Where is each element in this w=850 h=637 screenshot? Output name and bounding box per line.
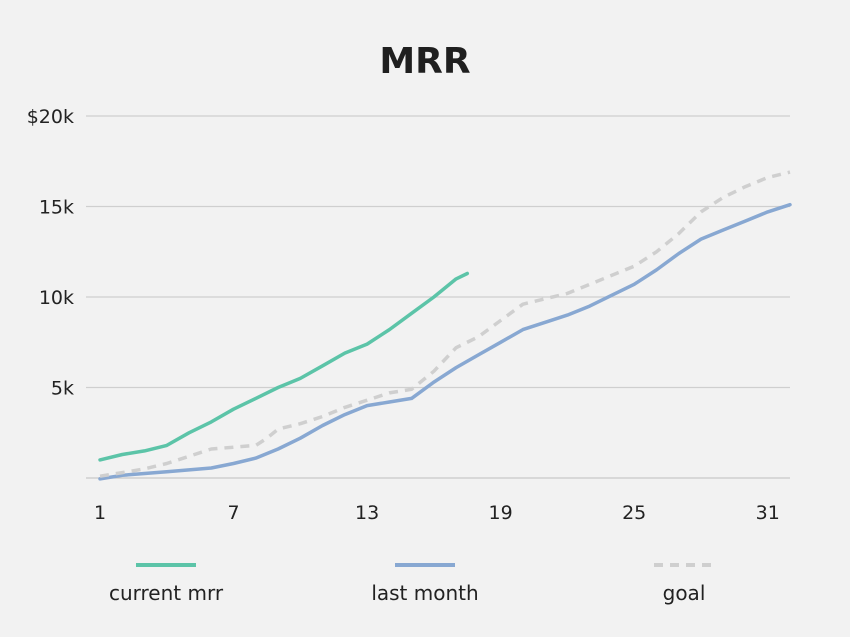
y-tick-label: 10k (39, 287, 74, 309)
y-axis-ticks: 5k 10k 15k $20k (27, 106, 74, 400)
x-tick-label: 31 (756, 502, 780, 524)
x-axis-ticks: 1 7 13 19 25 31 (94, 502, 780, 524)
series-line-goal (99, 170, 791, 478)
series-line-current-mrr (98, 271, 470, 462)
x-tick-label: 25 (622, 502, 646, 524)
x-tick-label: 19 (489, 502, 513, 524)
grid-lines (86, 115, 790, 479)
legend-label: current mrr (109, 581, 224, 605)
x-tick-label: 1 (94, 502, 106, 524)
legend: current mrr last month goal (109, 563, 714, 605)
series-lines (98, 170, 792, 481)
chart-title: MRR (379, 41, 470, 82)
x-tick-label: 13 (355, 502, 379, 524)
y-tick-label: $20k (27, 106, 74, 128)
legend-label: last month (371, 581, 478, 605)
y-tick-label: 5k (51, 378, 74, 400)
series-line-last-month (98, 202, 792, 481)
y-tick-label: 15k (39, 197, 74, 219)
x-tick-label: 7 (228, 502, 240, 524)
legend-label: goal (663, 581, 706, 605)
